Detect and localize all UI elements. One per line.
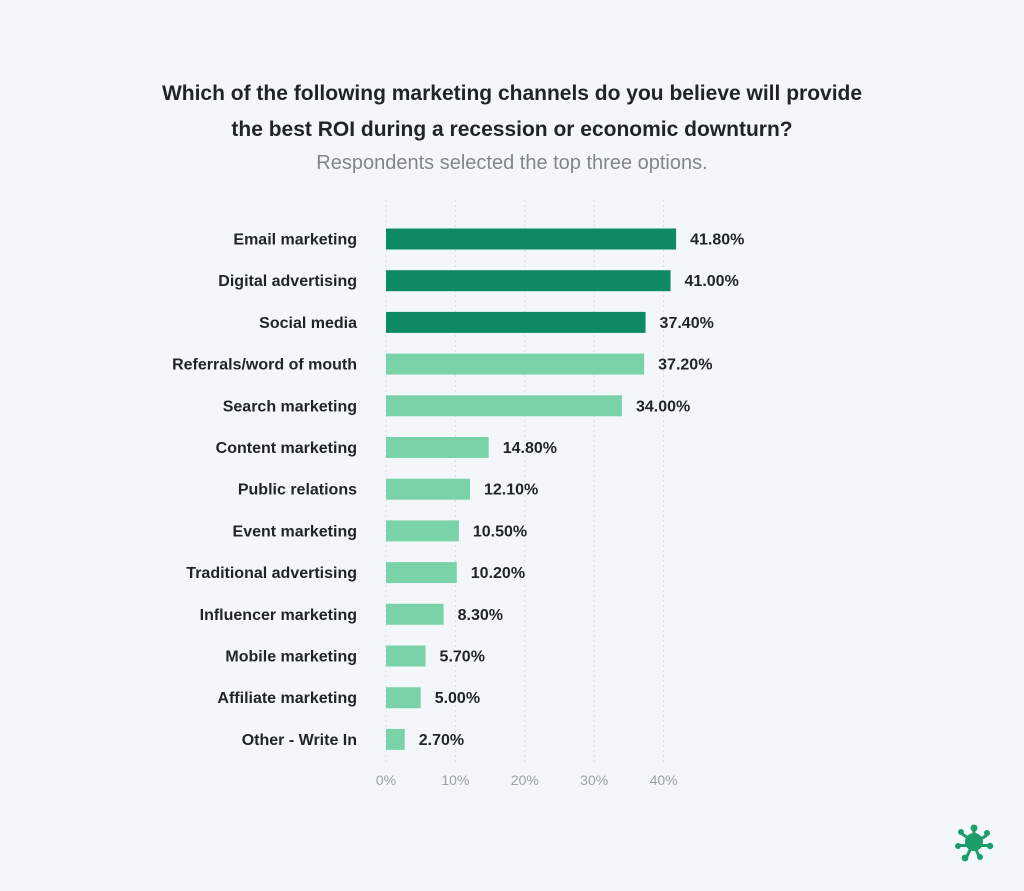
category-label: Event marketing <box>233 523 357 540</box>
category-label: Public relations <box>238 482 357 499</box>
bar <box>386 645 426 667</box>
bar <box>386 562 457 584</box>
data-label: 41.00% <box>685 273 739 290</box>
data-label: 10.20% <box>471 565 525 582</box>
bar <box>386 728 405 750</box>
data-label: 5.70% <box>440 649 485 666</box>
bar <box>386 353 645 375</box>
data-label: 2.70% <box>419 732 464 749</box>
bar <box>386 520 459 542</box>
category-label: Other - Write In <box>242 732 357 749</box>
data-label: 14.80% <box>503 440 557 457</box>
bar <box>386 270 671 292</box>
data-label: 37.40% <box>660 315 714 332</box>
chart-title-line-2: the best ROI during a recession or econo… <box>231 118 793 141</box>
category-label: Digital advertising <box>218 273 357 290</box>
chart-title-line-1: Which of the following marketing channel… <box>161 82 863 105</box>
bar <box>386 437 489 458</box>
category-label: Content marketing <box>216 440 357 457</box>
splat-logo-icon <box>955 824 994 862</box>
chart-subtitle: Respondents selected the top three optio… <box>316 152 708 174</box>
category-label: Social media <box>259 315 357 332</box>
data-label: 12.10% <box>484 482 538 499</box>
x-tick-label: 10% <box>441 772 469 788</box>
data-label: 41.80% <box>690 232 744 249</box>
x-tick-label: 0% <box>376 772 396 788</box>
data-label: 5.00% <box>435 690 480 707</box>
bar <box>386 395 622 417</box>
x-tick-label: 20% <box>511 772 539 788</box>
bar <box>386 478 470 500</box>
category-label: Affiliate marketing <box>217 690 357 707</box>
x-tick-label: 40% <box>650 772 678 788</box>
data-label: 37.20% <box>658 357 712 374</box>
bar <box>386 228 677 250</box>
category-label: Influencer marketing <box>200 607 357 624</box>
data-label: 34.00% <box>636 398 690 415</box>
data-label: 10.50% <box>473 523 527 540</box>
bar <box>386 687 421 709</box>
category-label: Traditional advertising <box>186 565 357 582</box>
bar <box>386 603 444 625</box>
data-label: 8.30% <box>458 607 503 624</box>
category-label: Search marketing <box>223 398 357 415</box>
chart-title: Which of the following marketing channel… <box>0 76 1024 148</box>
category-label: Referrals/word of mouth <box>172 357 357 374</box>
category-label: Mobile marketing <box>225 649 357 666</box>
x-tick-label: 30% <box>580 772 608 788</box>
bar <box>386 311 646 333</box>
category-label: Email marketing <box>233 232 357 249</box>
